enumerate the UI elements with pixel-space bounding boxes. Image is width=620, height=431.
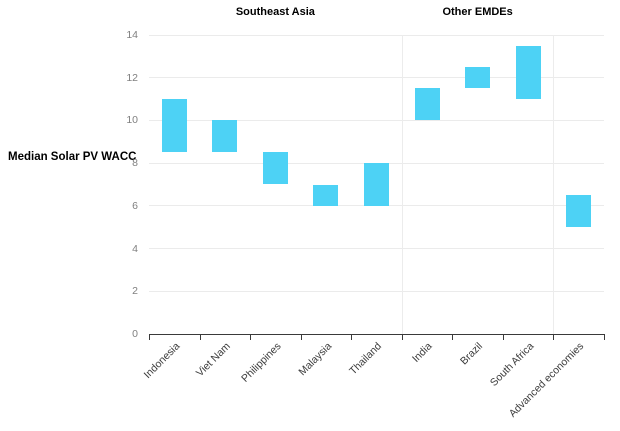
- y-tick-label-6: 6: [132, 199, 138, 212]
- x-cat-label-thailand: Thailand: [347, 340, 385, 378]
- facet-header-1: Other EMDEs: [442, 6, 513, 18]
- group-separator: [401, 35, 403, 334]
- range-bar-thailand: [364, 163, 389, 206]
- range-bar-malaysia: [313, 184, 339, 206]
- y-tick-label-8: 8: [132, 157, 138, 170]
- x-cat-label-malaysia: Malaysia: [295, 340, 334, 379]
- x-cat-label-indonesia: Indonesia: [141, 340, 183, 381]
- range-bar-india: [414, 88, 440, 121]
- range-bar-brazil: [465, 67, 491, 89]
- y-tick-label-10: 10: [126, 114, 138, 127]
- y-tick-label-14: 14: [126, 29, 138, 41]
- x-axis-tick: [199, 335, 201, 340]
- x-cat-label-india: India: [410, 340, 435, 365]
- gridline-y-12: [149, 77, 604, 79]
- x-cat-label-viet-nam: Viet Nam: [193, 340, 233, 380]
- gridline-y-2: [149, 290, 604, 292]
- range-bar-viet-nam: [212, 120, 238, 153]
- gridline-y-4: [149, 248, 604, 250]
- y-tick-label-4: 4: [132, 242, 138, 255]
- y-tick-label-12: 12: [126, 71, 138, 84]
- x-axis-tick: [502, 335, 504, 340]
- gridline-y-14: [149, 34, 604, 36]
- x-axis-tick: [452, 335, 454, 340]
- y-axis-title: Median Solar PV WACC: [8, 151, 137, 163]
- x-axis-tick: [401, 335, 403, 340]
- y-tick-label-0: 0: [132, 328, 138, 340]
- range-bar-advanced-economies: [566, 195, 592, 228]
- x-axis-tick: [250, 335, 252, 340]
- range-bar-south-africa: [515, 45, 541, 100]
- gridline-y-10: [149, 119, 604, 121]
- x-axis-tick: [604, 335, 605, 340]
- x-axis-line: [149, 334, 605, 335]
- group-separator: [553, 35, 555, 334]
- range-bar-philippines: [262, 152, 288, 185]
- range-bar-indonesia: [161, 99, 187, 153]
- x-axis-tick: [300, 335, 302, 340]
- x-cat-label-brazil: Brazil: [458, 340, 486, 368]
- x-axis-tick: [553, 335, 555, 340]
- x-cat-label-south-africa: South Africa: [487, 340, 536, 389]
- y-tick-label-2: 2: [132, 285, 138, 298]
- facet-header-0: Southeast Asia: [235, 6, 315, 18]
- x-cat-label-philippines: Philippines: [238, 340, 284, 385]
- gridline-y-6: [149, 205, 604, 207]
- x-axis-tick: [149, 335, 150, 340]
- x-axis-tick: [351, 335, 353, 340]
